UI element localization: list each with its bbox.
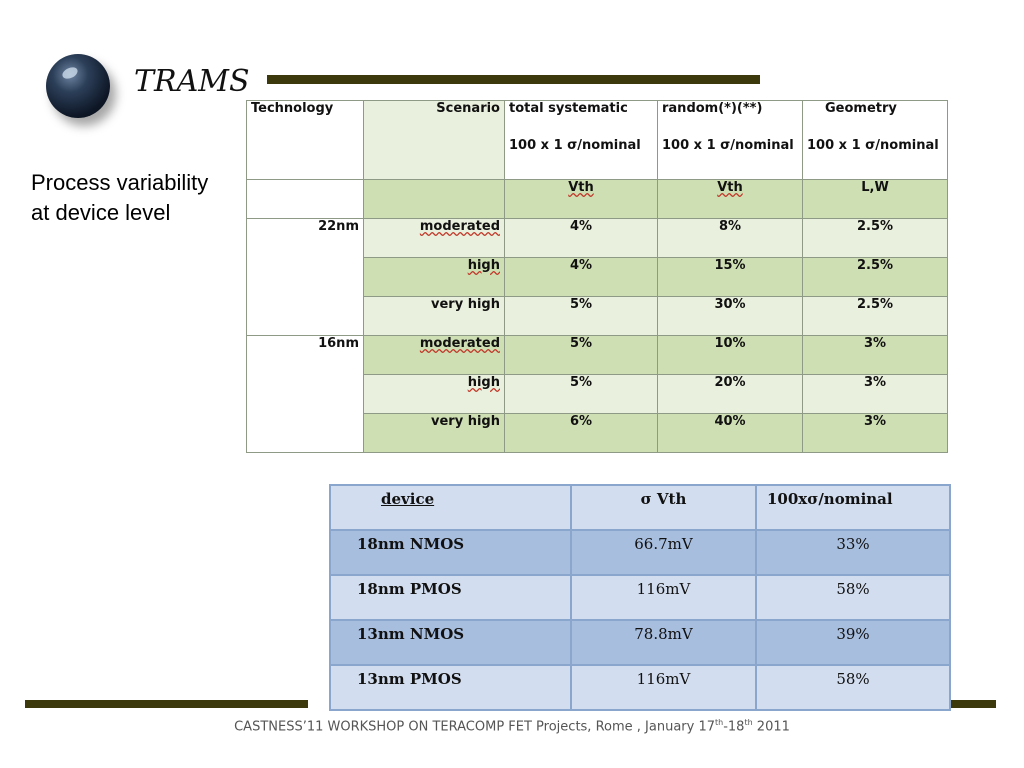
random-cell: 30%: [657, 296, 803, 336]
random-cell: 10%: [657, 335, 803, 375]
header-technology: Technology: [246, 100, 364, 180]
sigma-vth-cell: 66.7mV: [570, 529, 757, 576]
random-cell: 8%: [657, 218, 803, 258]
tech-16nm: 16nm: [246, 335, 364, 453]
systematic-cell: 6%: [504, 413, 658, 453]
device-cell: 18nm PMOS: [329, 574, 572, 621]
header-systematic: total systematic 100 x 1 σ/nominal: [504, 100, 658, 180]
scenario-cell: high: [363, 374, 505, 414]
geometry-cell: 2.5%: [802, 218, 948, 258]
random-cell: 40%: [657, 413, 803, 453]
tech-22nm: 22nm: [246, 218, 364, 336]
header-device: device: [329, 484, 572, 531]
header-scenario: Scenario: [363, 100, 505, 180]
unit-geometry: L,W: [802, 179, 948, 219]
unit-random: Vth: [657, 179, 803, 219]
header-random: random(*)(**) 100 x 1 σ/nominal: [657, 100, 803, 180]
device-cell: 13nm NMOS: [329, 619, 572, 666]
bottom-divider-bar-left: [25, 700, 308, 708]
top-divider-bar: [267, 75, 760, 84]
geometry-cell: 3%: [802, 335, 948, 375]
percent-cell: 33%: [755, 529, 951, 576]
device-cell: 18nm NMOS: [329, 529, 572, 576]
logo-text: TRAMS: [134, 64, 250, 99]
device-table: device σ Vth 100xσ/nominal 18nm NMOS 66.…: [329, 484, 951, 711]
systematic-cell: 5%: [504, 335, 658, 375]
scenario-cell: moderated: [363, 218, 505, 258]
unit-systematic: Vth: [504, 179, 658, 219]
percent-cell: 58%: [755, 574, 951, 621]
random-cell: 20%: [657, 374, 803, 414]
slide-footer: CASTNESS’11 WORKSHOP ON TERACOMP FET Pro…: [234, 718, 790, 735]
geometry-cell: 3%: [802, 413, 948, 453]
scenario-cell: moderated: [363, 335, 505, 375]
sigma-vth-cell: 116mV: [570, 664, 757, 711]
scenario-cell: very high: [363, 296, 505, 336]
systematic-cell: 5%: [504, 296, 658, 336]
geometry-cell: 2.5%: [802, 296, 948, 336]
slide-title-line2: at device level: [31, 200, 171, 225]
systematic-cell: 4%: [504, 257, 658, 297]
sigma-vth-cell: 78.8mV: [570, 619, 757, 666]
header-sigma-vth: σ Vth: [570, 484, 757, 531]
scenario-cell: high: [363, 257, 505, 297]
percent-cell: 58%: [755, 664, 951, 711]
sphere-icon: [46, 54, 110, 118]
variability-table: Technology Scenario total systematic 100…: [246, 100, 948, 453]
header-percent: 100xσ/nominal: [755, 484, 951, 531]
scenario-cell: very high: [363, 413, 505, 453]
header-geometry: Geometry 100 x 1 σ/nominal: [802, 100, 948, 180]
systematic-cell: 5%: [504, 374, 658, 414]
geometry-cell: 3%: [802, 374, 948, 414]
systematic-cell: 4%: [504, 218, 658, 258]
percent-cell: 39%: [755, 619, 951, 666]
sigma-vth-cell: 116mV: [570, 574, 757, 621]
unit-empty-tech: [246, 179, 364, 219]
trams-logo: TRAMS: [44, 52, 250, 124]
slide-title: Process variability at device level: [31, 168, 246, 228]
slide-title-line1: Process variability: [31, 170, 209, 195]
unit-empty-scenario: [363, 179, 505, 219]
device-cell: 13nm PMOS: [329, 664, 572, 711]
geometry-cell: 2.5%: [802, 257, 948, 297]
random-cell: 15%: [657, 257, 803, 297]
